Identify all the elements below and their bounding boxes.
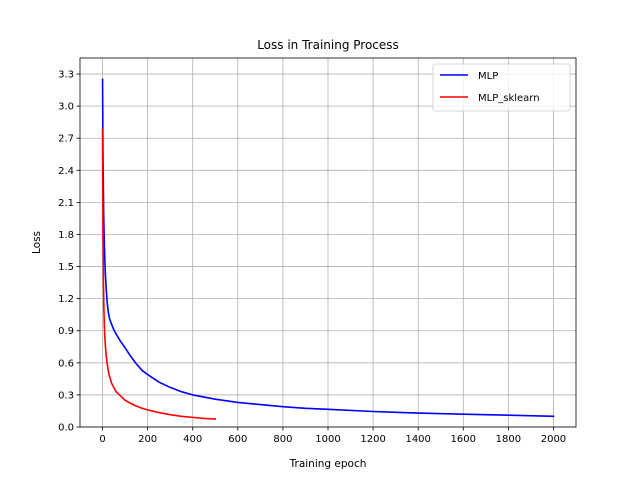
chart-title: Loss in Training Process bbox=[257, 38, 399, 52]
x-tick-label: 1800 bbox=[496, 434, 521, 445]
x-axis: 0 200 400 600 800 1000 1200 1400 1600 1800 2000 bbox=[99, 427, 566, 445]
y-tick-label: 2.4 bbox=[58, 166, 74, 177]
y-axis: 0.0 0.3 0.6 0.9 1.2 1.5 1.8 2.1 2.4 2.7 3.0 3.3 bbox=[58, 70, 80, 434]
x-tick-label: 1200 bbox=[360, 434, 385, 445]
y-tick-label: 0.0 bbox=[58, 423, 74, 434]
x-tick-label: 1600 bbox=[451, 434, 476, 445]
x-tick-label: 2000 bbox=[541, 434, 566, 445]
x-tick-label: 200 bbox=[138, 434, 157, 445]
y-tick-label: 3.3 bbox=[58, 70, 74, 81]
y-tick-label: 0.6 bbox=[58, 358, 74, 369]
y-tick-label: 2.1 bbox=[58, 198, 74, 209]
x-tick-label: 400 bbox=[183, 434, 202, 445]
x-tick-label: 0 bbox=[99, 434, 105, 445]
x-tick-label: 1000 bbox=[315, 434, 340, 445]
series-line-mlp-sklearn bbox=[101, 128, 217, 420]
grid-lines bbox=[80, 58, 576, 428]
y-tick-label: 0.3 bbox=[58, 390, 74, 401]
y-tick-label: 2.7 bbox=[58, 134, 74, 145]
legend: MLP MLP_sklearn bbox=[432, 63, 571, 112]
x-tick-label: 600 bbox=[228, 434, 247, 445]
y-tick-label: 3.0 bbox=[58, 102, 74, 113]
legend-label-mlp-sklearn: MLP_sklearn bbox=[478, 93, 540, 104]
series-lines bbox=[101, 78, 555, 420]
y-axis-label: Loss bbox=[31, 231, 43, 254]
y-tick-label: 1.5 bbox=[58, 262, 74, 273]
x-tick-label: 800 bbox=[273, 434, 292, 445]
x-tick-label: 1400 bbox=[405, 434, 430, 445]
y-tick-label: 0.9 bbox=[58, 326, 74, 337]
series-line-mlp bbox=[101, 78, 555, 418]
y-tick-label: 1.8 bbox=[58, 230, 74, 241]
legend-label-mlp: MLP bbox=[478, 71, 498, 82]
x-axis-label: Training epoch bbox=[289, 458, 367, 470]
y-tick-label: 1.2 bbox=[58, 294, 74, 305]
